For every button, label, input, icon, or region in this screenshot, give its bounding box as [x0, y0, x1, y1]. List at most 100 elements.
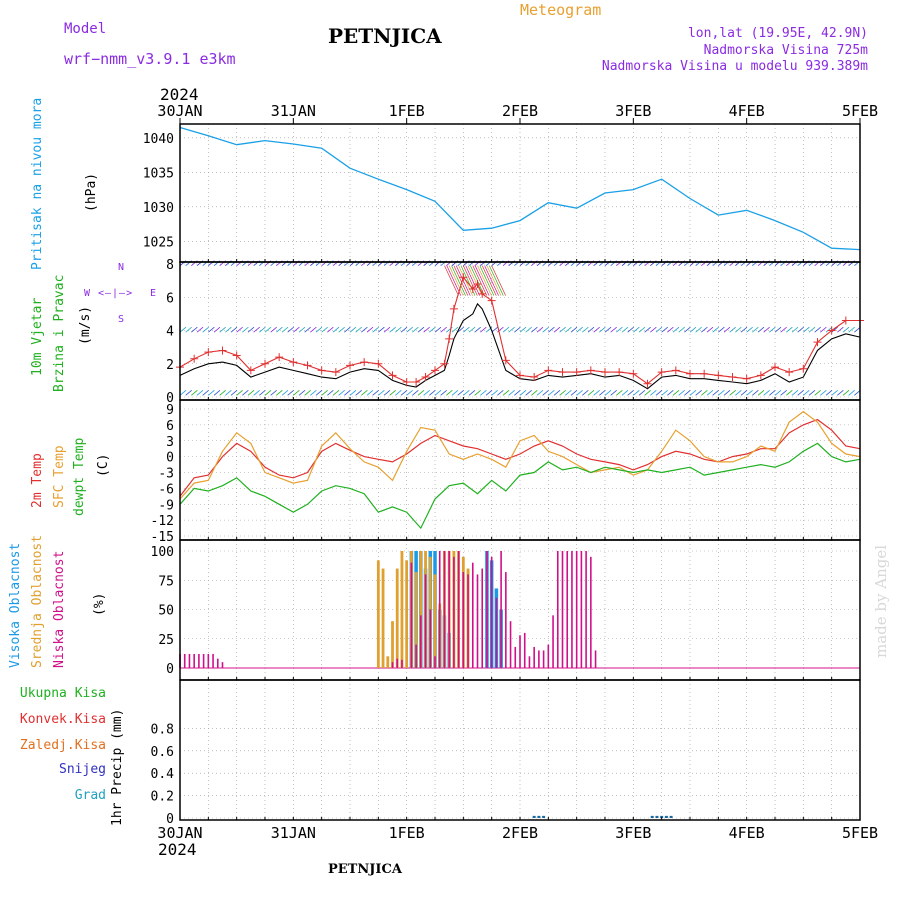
wind-barb-bottom — [565, 390, 572, 396]
cloud-low-bar — [396, 658, 399, 668]
wind-barb-mid — [463, 326, 470, 333]
y-tick-label: 50 — [158, 604, 174, 619]
wind-gust-marker — [841, 316, 850, 325]
watermark: made by Angel — [872, 544, 890, 658]
wind-barb-mid — [548, 326, 555, 333]
wind-barb-mid — [678, 326, 685, 333]
wind-barb-bottom — [191, 390, 198, 396]
wind-gust-marker — [421, 373, 430, 382]
wind-barb-bottom — [548, 390, 555, 396]
wind-barb-bottom — [434, 390, 442, 396]
wind-gust-marker — [346, 361, 354, 370]
wind-barb-bottom — [332, 390, 340, 396]
cloud-low-bar — [221, 662, 224, 668]
legend-zaledj-kisa: Zaledj.Kisa — [19, 738, 106, 753]
wind-barb-bottom — [429, 390, 436, 396]
wind-barb-mid — [315, 326, 323, 333]
pressure-label: Pritisak na nivou mora — [30, 97, 45, 270]
wind-barb-bottom — [791, 390, 799, 396]
wind-barb-bottom — [423, 390, 430, 396]
wind-barb-bottom — [604, 390, 612, 396]
precip-bar — [655, 815, 659, 818]
wind-barb-mid — [542, 326, 549, 333]
wind-barb-bottom — [672, 390, 680, 396]
cloud-mid-bar — [414, 572, 418, 668]
wind-barb-bottom — [338, 390, 345, 396]
wind-barb-bottom — [236, 390, 243, 396]
cloud-mid-bar — [419, 551, 423, 668]
wind-barb-bottom — [803, 390, 810, 396]
wind-gust-marker — [643, 379, 652, 388]
wind-barb-bottom — [451, 390, 459, 396]
y-tick-label: 0 — [166, 662, 174, 677]
wind-barb-mid — [638, 326, 646, 333]
wind-barb-mid — [417, 326, 425, 333]
wind-barb-mid — [633, 326, 640, 333]
wind-barb-bottom — [848, 390, 855, 396]
y-tick-label: 6 — [166, 291, 174, 306]
wind-barb-mid — [349, 326, 357, 333]
wind-barb-strong — [488, 265, 504, 296]
wind-barb-bottom — [706, 390, 714, 396]
wind-barb-bottom — [712, 390, 719, 396]
wind-barb-bottom — [378, 390, 385, 396]
wind-barb-mid — [684, 326, 691, 333]
pressure-unit: (hPa) — [84, 172, 99, 212]
wind-barb-bottom — [225, 390, 232, 396]
wind-gust-marker — [572, 368, 581, 377]
wind-label-1: 10m Vjetar — [30, 297, 45, 376]
cloud-low-bar — [505, 572, 507, 668]
cloud-low-bar — [486, 551, 488, 668]
cloud-low-bar — [415, 644, 417, 668]
wind-barb-mid — [769, 326, 776, 333]
x-tick-label-top: 1FEB — [389, 102, 425, 120]
wind-barb-bottom — [695, 390, 702, 396]
x-tick-label-top: 3FEB — [615, 102, 651, 120]
wind-gust-marker — [388, 371, 397, 380]
cloud-low-bar — [424, 574, 427, 668]
cloud-low-bar — [207, 653, 210, 668]
cloud-low-bar — [500, 551, 502, 668]
wind-gust-marker — [516, 371, 524, 380]
wind-gust-marker — [771, 363, 779, 372]
wind-barb-bottom — [185, 390, 192, 396]
wind-barb-bottom — [519, 390, 527, 396]
wind-barb-bottom — [389, 390, 396, 396]
wind-barb-mid — [791, 326, 799, 333]
wind-barb-mid — [372, 326, 379, 333]
wind-barb-bottom — [593, 390, 600, 396]
wind-gust-marker — [478, 289, 487, 298]
wind-barb-mid — [519, 326, 527, 333]
cloud-low-bar — [571, 551, 573, 668]
wind-barb-mid — [321, 326, 328, 333]
temp-label-1: 2m Temp — [30, 453, 45, 508]
wind-barb-mid — [332, 326, 340, 333]
wind-barb-bottom — [480, 390, 487, 396]
wind-barb-mid — [355, 326, 362, 333]
wind-barb-mid — [740, 326, 748, 333]
wind-barb-bottom — [678, 390, 685, 396]
cloud-low-bar — [471, 562, 474, 668]
wind-gust-marker — [190, 354, 199, 363]
wind-barb-mid — [395, 326, 402, 333]
compass-rose: N S W E <–|–> — [84, 262, 162, 326]
cloud-mid-bar — [433, 574, 437, 668]
wind-barb-strong — [491, 265, 506, 296]
wind-barb-mid — [474, 326, 481, 333]
wind-barb-strong — [453, 265, 469, 296]
wind-barb-mid — [650, 326, 657, 333]
wind-barb-bottom — [270, 390, 277, 396]
legend-konvek-kisa: Konvek.Kisa — [19, 712, 106, 727]
wind-barb-mid — [723, 326, 731, 333]
cloud-low-bar — [448, 551, 450, 668]
wind-barb-bottom — [196, 390, 204, 396]
wind-barb-bottom — [417, 390, 425, 396]
wind-barb-bottom — [372, 390, 379, 396]
wind-barb-strong — [446, 265, 462, 296]
wind-barb-bottom — [831, 390, 838, 396]
wind-gust-marker — [374, 359, 383, 368]
wind-barb-strong — [472, 265, 488, 296]
wind-barb-mid — [247, 326, 255, 333]
y-tick-label: 0.4 — [151, 767, 175, 782]
legend-snijeg: Snijeg — [59, 762, 106, 777]
